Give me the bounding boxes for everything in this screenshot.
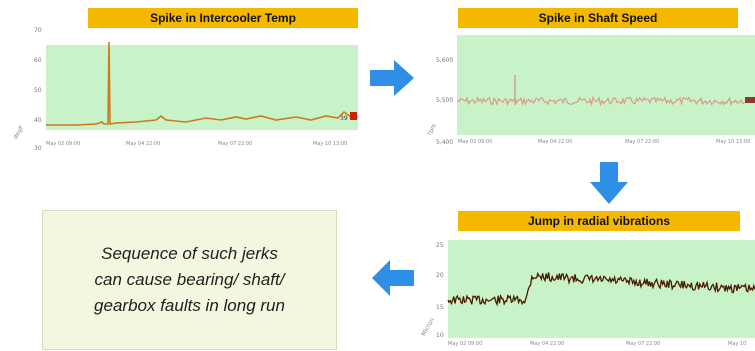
vibration-title: Jump in radial vibrations [458, 211, 740, 231]
shaft-x-tick: May 02 09:00 [458, 139, 493, 145]
arrow-right-icon [370, 60, 414, 96]
intercooler-y-tick: 50 [34, 87, 42, 94]
intercooler-y-tick: 70 [34, 27, 42, 34]
vibration-plot-area [448, 240, 755, 338]
shaft-y-tick: 5,400 [436, 139, 454, 146]
vibration-x-tick: May 07 22:00 [626, 341, 661, 347]
intercooler-title: Spike in Intercooler Temp [88, 8, 358, 28]
shaft-panel: Spike in Shaft Speed 5,600 5,500 5,400 r… [420, 5, 755, 160]
shaft-x-tick: May 07 22:00 [625, 139, 660, 145]
shaft-y-tick: 5,600 [436, 57, 454, 64]
intercooler-y-tick: 40 [34, 117, 42, 124]
intercooler-y-tick: 60 [34, 57, 42, 64]
shaft-x-tick: May 10 13:00 [716, 139, 751, 145]
shaft-y-tick: 5,500 [436, 97, 454, 104]
vibration-x-tick: May 04 22:00 [530, 341, 565, 347]
conclusion-note: Sequence of such jerks can cause bearing… [42, 210, 337, 350]
vibration-y-tick: 20 [436, 272, 444, 279]
intercooler-x-tick: May 02 09:00 [46, 141, 81, 147]
vibration-series-line [447, 271, 755, 307]
intercooler-x-tick: May 07 22:00 [218, 141, 253, 147]
vibration-y-tick: 25 [436, 242, 444, 249]
vibration-x-tick: May 02 09:00 [448, 341, 483, 347]
shaft-x-tick: May 04 22:00 [538, 139, 573, 145]
intercooler-x-tick: May 04 22:00 [126, 141, 161, 147]
note-line: can cause bearing/ shaft/ [94, 270, 285, 289]
note-line: gearbox faults in long run [94, 296, 285, 315]
shaft-plot-area [457, 35, 755, 135]
vibration-y-tick: 15 [436, 304, 444, 311]
shaft-unit: rpm [426, 122, 439, 137]
arrow-down-icon [590, 162, 628, 204]
intercooler-unit: degF [12, 124, 26, 141]
vibration-y-tick: 10 [436, 332, 444, 339]
shaft-title: Spike in Shaft Speed [458, 8, 738, 28]
intercooler-x-tick: May 10 13:00 [313, 141, 348, 147]
shaft-series-line [456, 75, 755, 107]
intercooler-plot-area [46, 45, 358, 130]
intercooler-end-value: 39 [340, 115, 348, 122]
arrow-left-icon [372, 260, 414, 296]
intercooler-panel: Spike in Intercooler Temp 70 60 50 40 30… [8, 5, 358, 160]
intercooler-series-line [46, 41, 358, 126]
vibration-panel: Jump in radial vibrations 25 20 15 10 Mi… [418, 208, 755, 351]
note-line: Sequence of such jerks [101, 244, 278, 263]
vibration-unit: Micron [420, 316, 437, 338]
vibration-x-tick: May 10 [728, 341, 747, 347]
intercooler-y-tick: 30 [34, 145, 42, 152]
